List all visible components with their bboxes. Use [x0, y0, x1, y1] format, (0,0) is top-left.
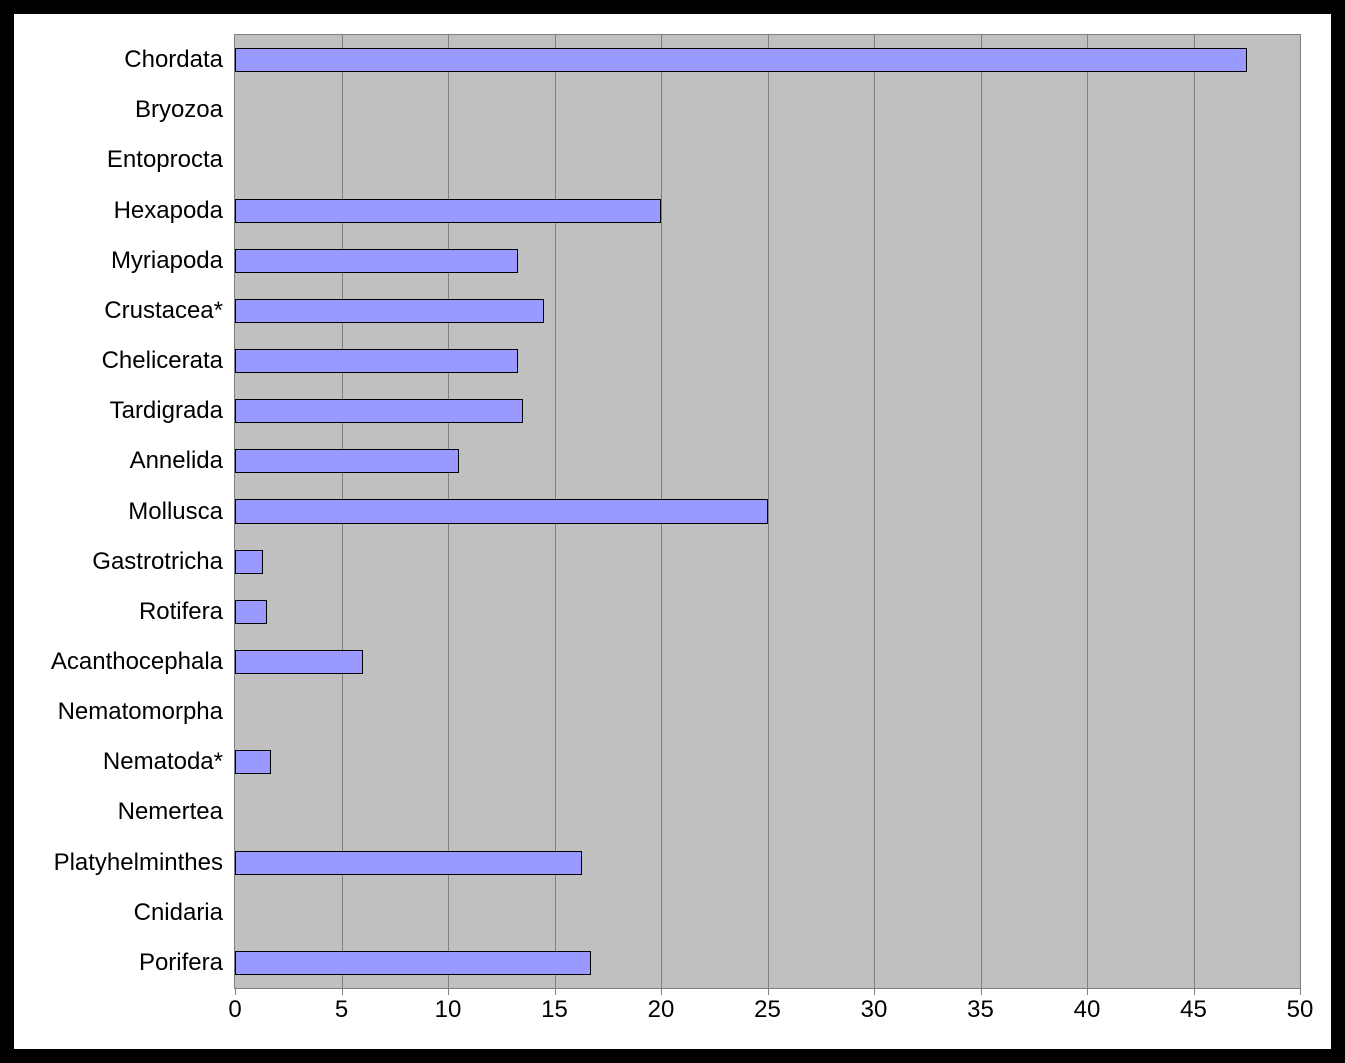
y-category-label: Rotifera [139, 598, 235, 626]
x-tick-mark [981, 988, 982, 995]
y-category-label: Crustacea* [104, 297, 235, 325]
bar [235, 249, 518, 273]
bar-slot [235, 436, 1300, 486]
bar-slot [235, 386, 1300, 436]
bar [235, 199, 661, 223]
x-tick-mark [555, 988, 556, 995]
bar-slot [235, 135, 1300, 185]
y-category-label: Chelicerata [102, 347, 235, 375]
chart-card: 0 5 10 15 20 25 30 35 40 45 50 Chordata Bryozoa Entop… [14, 14, 1331, 1049]
x-tick-mark [768, 988, 769, 995]
x-tick-label: 45 [1180, 996, 1207, 1024]
x-tick-mark [448, 988, 449, 995]
x-tick-label: 40 [1074, 996, 1101, 1024]
bar-slot [235, 236, 1300, 286]
bar-slot [235, 787, 1300, 837]
bar [235, 750, 271, 774]
bar [235, 600, 267, 624]
x-tick-label: 50 [1287, 996, 1314, 1024]
y-category-label: Bryozoa [135, 96, 235, 124]
y-category-label: Porifera [139, 949, 235, 977]
x-tick-label: 35 [967, 996, 994, 1024]
y-category-label: Chordata [124, 46, 235, 74]
y-category-label: Mollusca [128, 498, 235, 526]
x-tick-mark [661, 988, 662, 995]
bar-slot [235, 838, 1300, 888]
x-tick-label: 25 [754, 996, 781, 1024]
bar-slot [235, 35, 1300, 85]
x-tick-label: 5 [335, 996, 348, 1024]
y-category-label: Myriapoda [111, 247, 235, 275]
y-category-label: Nemertea [118, 798, 235, 826]
bar-slot [235, 737, 1300, 787]
x-tick-mark [342, 988, 343, 995]
y-category-label: Entoprocta [107, 146, 235, 174]
x-tick-label: 20 [648, 996, 675, 1024]
y-category-label: Nematomorpha [58, 698, 235, 726]
bar-slot [235, 938, 1300, 988]
x-tick-mark [1194, 988, 1195, 995]
x-tick-label: 0 [228, 996, 241, 1024]
x-tick-label: 10 [435, 996, 462, 1024]
bar [235, 48, 1247, 72]
bar-slot [235, 637, 1300, 687]
bar [235, 499, 768, 523]
x-tick-mark [1300, 988, 1301, 995]
x-tick-mark [874, 988, 875, 995]
bar [235, 550, 263, 574]
bar-slot [235, 888, 1300, 938]
bar-slot [235, 336, 1300, 386]
x-tick-label: 30 [861, 996, 888, 1024]
y-category-label: Gastrotricha [92, 548, 235, 576]
bar [235, 951, 591, 975]
plot-area: 05101520253035404550ChordataBryozoaEntop… [234, 34, 1301, 989]
bar [235, 650, 363, 674]
bar [235, 349, 518, 373]
bar-slot [235, 537, 1300, 587]
y-category-label: Platyhelminthes [54, 849, 235, 877]
y-category-label: Tardigrada [110, 397, 235, 425]
x-tick-mark [1087, 988, 1088, 995]
y-category-label: Acanthocephala [51, 648, 235, 676]
bar-slot [235, 185, 1300, 235]
y-category-label: Cnidaria [134, 899, 235, 927]
y-category-label: Hexapoda [114, 197, 235, 225]
x-tick-mark [235, 988, 236, 995]
y-category-label: Annelida [130, 447, 235, 475]
bar-slot [235, 486, 1300, 536]
bar-slot [235, 286, 1300, 336]
bar [235, 299, 544, 323]
bar [235, 449, 459, 473]
bar-slot [235, 687, 1300, 737]
bar [235, 851, 582, 875]
bar-slot [235, 85, 1300, 135]
bar-slot [235, 587, 1300, 637]
x-tick-label: 15 [541, 996, 568, 1024]
outer-frame: 0 5 10 15 20 25 30 35 40 45 50 Chordata Bryozoa Entop… [0, 0, 1345, 1063]
bar [235, 399, 523, 423]
y-category-label: Nematoda* [103, 748, 235, 776]
